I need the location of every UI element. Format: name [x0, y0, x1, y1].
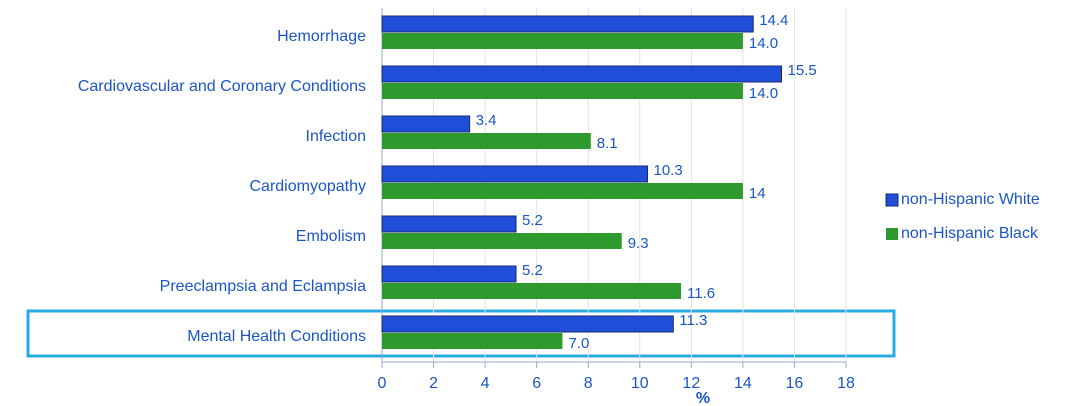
bar [382, 33, 743, 49]
legend-swatch [886, 228, 898, 240]
data-label: 11.3 [679, 312, 707, 329]
data-label: 7.0 [568, 335, 589, 352]
data-label: 5.2 [522, 212, 543, 229]
data-label: 5.2 [522, 262, 543, 279]
y-tick-label: Cardiovascular and Coronary Conditions [78, 78, 366, 95]
bar [381, 215, 517, 233]
x-axis-label: % [696, 390, 710, 406]
data-label: 3.4 [476, 112, 497, 129]
x-tick-label: 2 [429, 375, 438, 392]
bar [382, 133, 591, 149]
x-tick-label: 10 [631, 375, 649, 392]
data-label: 14.0 [749, 85, 778, 102]
x-tick-label: 16 [786, 375, 804, 392]
legend-swatch [885, 193, 899, 207]
y-tick-label: Hemorrhage [277, 28, 366, 45]
bar [381, 65, 783, 83]
y-tick-label: Mental Health Conditions [187, 328, 366, 345]
data-label: 14.0 [749, 35, 778, 52]
bar [382, 283, 682, 299]
x-tick-label: 0 [378, 375, 387, 392]
data-label: 14.4 [759, 12, 788, 29]
bar [381, 315, 674, 333]
legend-label: non-Hispanic White [901, 191, 1040, 208]
bar [382, 183, 743, 199]
data-label: 11.6 [687, 285, 715, 302]
x-tick-label: 4 [481, 375, 490, 392]
bar [382, 83, 743, 99]
y-tick-label: Embolism [296, 228, 366, 245]
y-tick-label: Preeclampsia and Eclampsia [160, 278, 366, 295]
data-label: 10.3 [654, 162, 683, 179]
legend-label: non-Hispanic Black [901, 225, 1039, 242]
highlight-box [26, 309, 896, 358]
y-tick-label: Cardiomyopathy [250, 178, 367, 195]
bar [381, 15, 754, 33]
bar [381, 165, 649, 183]
data-label: 9.3 [628, 235, 649, 252]
bar [381, 115, 471, 133]
x-tick-label: 18 [837, 375, 855, 392]
bar [382, 333, 563, 349]
bar [381, 265, 517, 283]
bar [382, 233, 622, 249]
x-tick-label: 8 [584, 375, 593, 392]
data-label: 15.5 [788, 62, 817, 79]
data-label: 8.1 [597, 135, 618, 152]
x-tick-label: 6 [532, 375, 541, 392]
x-tick-label: 12 [682, 375, 700, 392]
data-label: 14 [749, 185, 766, 202]
x-tick-label: 14 [734, 375, 752, 392]
y-tick-label: Infection [306, 128, 366, 145]
